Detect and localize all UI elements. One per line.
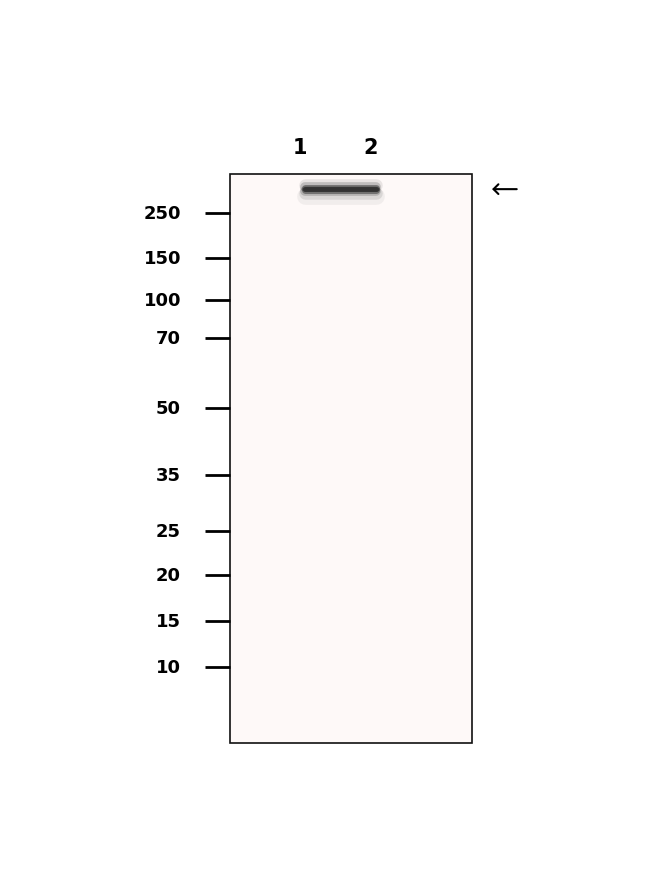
Text: 15: 15 [156,612,181,630]
Text: 50: 50 [156,400,181,418]
Text: 1: 1 [293,138,307,158]
Text: 35: 35 [156,467,181,485]
Text: 25: 25 [156,522,181,541]
Text: 150: 150 [144,250,181,268]
Text: 250: 250 [144,205,181,223]
Bar [230,175,472,743]
Text: 10: 10 [156,659,181,677]
Text: 20: 20 [156,567,181,584]
Text: 2: 2 [363,138,378,158]
Text: 70: 70 [156,329,181,348]
Text: 100: 100 [144,292,181,310]
